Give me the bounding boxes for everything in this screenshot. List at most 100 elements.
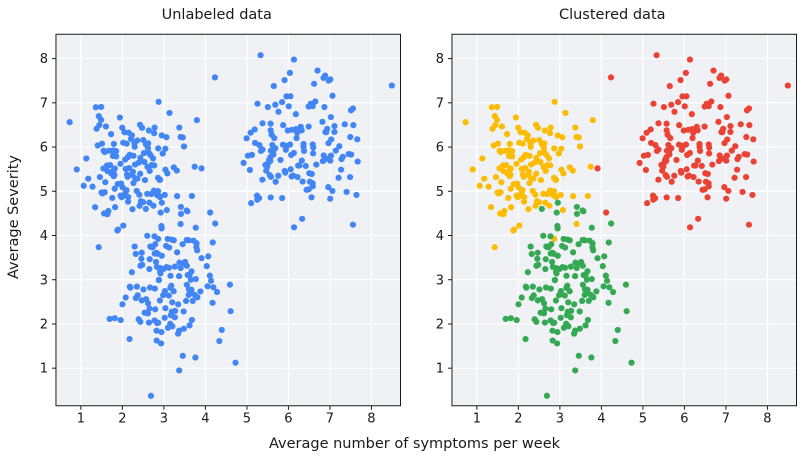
scatter-point	[497, 149, 504, 156]
panels-container: Unlabeled data 1 2 3 4 5 6 7 8 1 2 3 4 5 6 7 8 Clustere…	[26, 4, 803, 431]
scatter-point	[723, 152, 730, 159]
scatter-point	[587, 354, 594, 361]
y-tick-label: 1	[435, 362, 443, 377]
scatter-point	[299, 178, 306, 185]
scatter-point	[553, 209, 560, 216]
x-tick-label: 5	[638, 412, 646, 427]
scatter-point	[226, 281, 234, 288]
scatter-point	[559, 206, 566, 214]
scatter-point	[117, 316, 124, 324]
scatter-point	[569, 249, 576, 256]
scatter-point	[144, 232, 151, 239]
scatter-point	[122, 190, 129, 197]
scatter-point	[494, 190, 501, 197]
scatter-point	[603, 277, 610, 284]
scatter-point	[513, 316, 520, 324]
scatter-point	[583, 276, 590, 283]
x-tick-label: 4	[201, 412, 209, 427]
scatter-point	[388, 82, 395, 89]
scatter-point	[147, 243, 154, 250]
scatter-point	[581, 286, 588, 293]
scatter-point	[703, 194, 711, 201]
scatter-point	[216, 337, 223, 345]
scatter-point	[302, 162, 309, 170]
scatter-point	[584, 192, 591, 200]
scatter-point	[551, 176, 559, 184]
scatter-point	[602, 272, 609, 279]
scatter-point	[266, 171, 273, 179]
scatter-point	[564, 299, 571, 306]
plot-background	[451, 34, 797, 406]
scatter-point	[703, 100, 710, 107]
scatter-point	[204, 283, 211, 290]
scatter-point	[331, 128, 338, 136]
scatter-point	[203, 263, 210, 270]
scatter-point	[724, 92, 732, 99]
scatter-point	[573, 264, 580, 272]
scatter-plot-unlabeled: 1 2 3 4 5 6 7 8 1 2 3 4 5 6 7 8	[40, 33, 402, 427]
scatter-point	[516, 129, 524, 136]
scatter-point	[152, 241, 159, 248]
scatter-point	[581, 322, 589, 329]
scatter-point	[109, 152, 117, 160]
scatter-point	[484, 183, 492, 190]
scatter-point	[92, 104, 99, 111]
scatter-point	[150, 202, 157, 209]
scatter-point	[300, 140, 307, 148]
scatter-point	[312, 98, 319, 105]
scatter-point	[588, 224, 595, 231]
scatter-point	[587, 163, 594, 170]
scatter-point	[507, 185, 514, 192]
scatter-point	[283, 142, 291, 149]
scatter-point	[111, 204, 119, 211]
scatter-point	[120, 222, 127, 229]
scatter-point	[524, 269, 531, 276]
scatter-point	[99, 190, 106, 197]
scatter-point	[306, 178, 314, 185]
scatter-point	[322, 72, 329, 79]
scatter-point	[662, 171, 669, 179]
scatter-point	[535, 137, 542, 144]
scatter-point	[557, 314, 564, 321]
scatter-point	[504, 147, 511, 154]
scatter-point	[292, 111, 299, 118]
x-tick-label: 2	[118, 412, 126, 427]
y-tick-label: 7	[40, 96, 48, 111]
scatter-point	[264, 103, 271, 111]
scatter-point	[158, 222, 165, 230]
scatter-point	[152, 306, 159, 313]
scatter-point	[177, 264, 184, 272]
scatter-point	[562, 284, 570, 291]
scatter-point	[257, 52, 264, 59]
scatter-point	[128, 269, 135, 276]
scatter-point	[542, 167, 549, 174]
scatter-point	[730, 174, 738, 181]
scatter-point	[319, 118, 326, 125]
scatter-point	[701, 123, 708, 130]
scatter-point	[332, 147, 339, 154]
scatter-point	[476, 182, 483, 189]
scatter-point	[336, 143, 343, 150]
scatter-point	[116, 114, 123, 121]
scatter-point	[576, 308, 583, 315]
scatter-point	[561, 264, 568, 271]
scatter-point	[681, 103, 688, 110]
scatter-point	[123, 140, 130, 147]
scatter-point	[290, 224, 298, 231]
scatter-point	[256, 142, 263, 149]
scatter-point	[151, 233, 158, 240]
scatter-point	[145, 127, 152, 134]
scatter-point	[107, 131, 115, 138]
scatter-point	[589, 247, 596, 254]
scatter-point	[514, 194, 521, 201]
scatter-point	[599, 263, 606, 270]
scatter-point	[73, 166, 80, 173]
scatter-point	[524, 206, 532, 213]
scatter-point	[649, 100, 657, 107]
scatter-point	[158, 199, 165, 206]
scatter-point	[328, 136, 335, 143]
scatter-point	[525, 152, 533, 159]
scatter-point	[527, 243, 534, 250]
scatter-point	[144, 310, 152, 317]
